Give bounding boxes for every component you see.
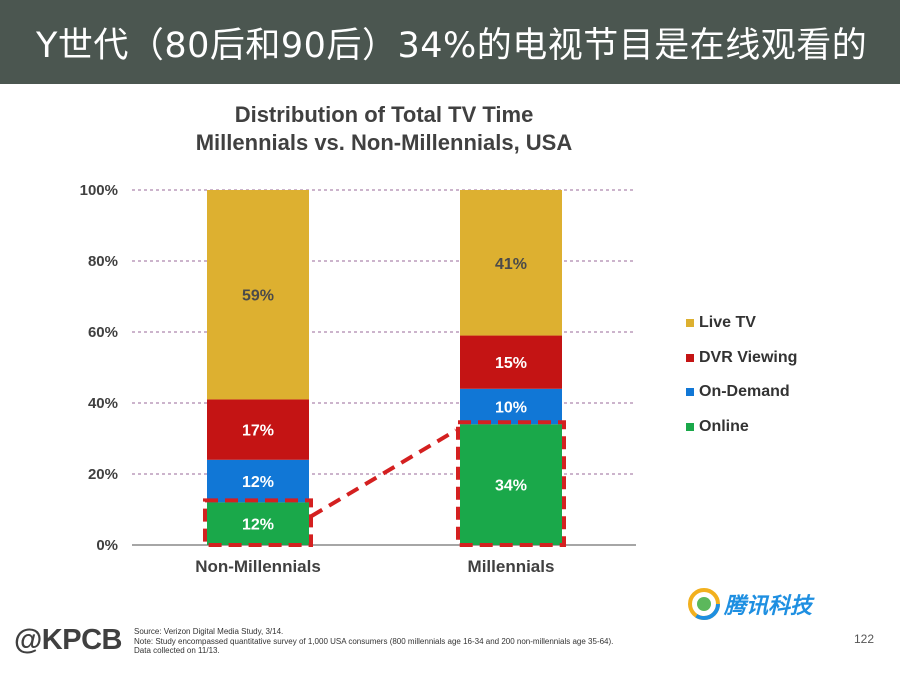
- note-line: Note: Study encompassed quantitative sur…: [134, 636, 614, 646]
- legend-label: DVR Viewing: [699, 348, 798, 366]
- note-line: Data collected on 11/13.: [134, 646, 220, 655]
- legend-item: Live TV: [686, 306, 797, 341]
- bar-segment: [207, 502, 309, 545]
- data-label: 34%: [495, 478, 527, 495]
- source-notes: Source: Verizon Digital Media Study, 3/1…: [134, 627, 613, 656]
- page-number: 122: [854, 632, 875, 646]
- chart-title: Distribution of Total TV Time: [235, 102, 534, 127]
- highlight-connector: [309, 428, 458, 519]
- data-label: 12%: [242, 517, 274, 534]
- data-label: 12%: [242, 474, 274, 491]
- legend-item: On-Demand: [686, 375, 797, 410]
- data-label: 15%: [495, 355, 527, 372]
- tencent-logo-icon: [688, 588, 720, 620]
- bar-segment: [460, 424, 562, 545]
- y-tick-label: 40%: [88, 395, 118, 412]
- chart-subtitle: Millennials vs. Non-Millennials, USA: [196, 130, 573, 155]
- bar-segment: [207, 190, 309, 400]
- data-label: 10%: [495, 400, 527, 417]
- highlight-outline: [456, 420, 566, 547]
- legend-label: On-Demand: [699, 383, 790, 401]
- x-tick-label: Non-Millennials: [195, 557, 321, 576]
- bar-segment: [460, 388, 562, 425]
- y-tick-label: 60%: [88, 324, 118, 341]
- data-label: 41%: [495, 256, 527, 273]
- y-tick-label: 20%: [88, 466, 118, 483]
- bar-segment: [207, 459, 309, 503]
- legend-item: DVR Viewing: [686, 341, 797, 376]
- y-tick-label: 100%: [80, 182, 118, 199]
- data-label: 17%: [242, 423, 274, 440]
- legend-item: Online: [686, 410, 797, 445]
- banner-title: Y世代（80后和90后）34%的电视节目是在线观看的: [36, 25, 868, 66]
- y-tick-label: 80%: [88, 253, 118, 270]
- kpcb-logo: @KPCB: [14, 624, 122, 656]
- title-banner: Y世代（80后和90后）34%的电视节目是在线观看的: [0, 0, 900, 84]
- tencent-tech-label: 腾讯科技: [724, 594, 813, 619]
- tencent-tech-badge: 腾讯科技: [688, 588, 812, 620]
- data-label: 59%: [242, 288, 274, 305]
- chart-legend: Live TV DVR Viewing On-Demand Online: [686, 306, 797, 444]
- legend-swatch: [686, 422, 694, 431]
- highlight-outline: [203, 498, 313, 547]
- bar-segment: [460, 335, 562, 389]
- note-line: Source: Verizon Digital Media Study, 3/1…: [134, 627, 284, 636]
- bar-segment: [207, 399, 309, 460]
- x-tick-label: Millennials: [468, 557, 555, 576]
- legend-label: Live TV: [699, 314, 756, 332]
- stacked-bar-chart: Distribution of Total TV Time Millennials…: [80, 102, 636, 576]
- legend-label: Online: [699, 417, 749, 435]
- bar-segment: [460, 190, 562, 336]
- legend-swatch: [686, 388, 694, 397]
- y-tick-label: 0%: [96, 537, 118, 554]
- legend-swatch: [686, 319, 694, 328]
- legend-swatch: [686, 353, 694, 362]
